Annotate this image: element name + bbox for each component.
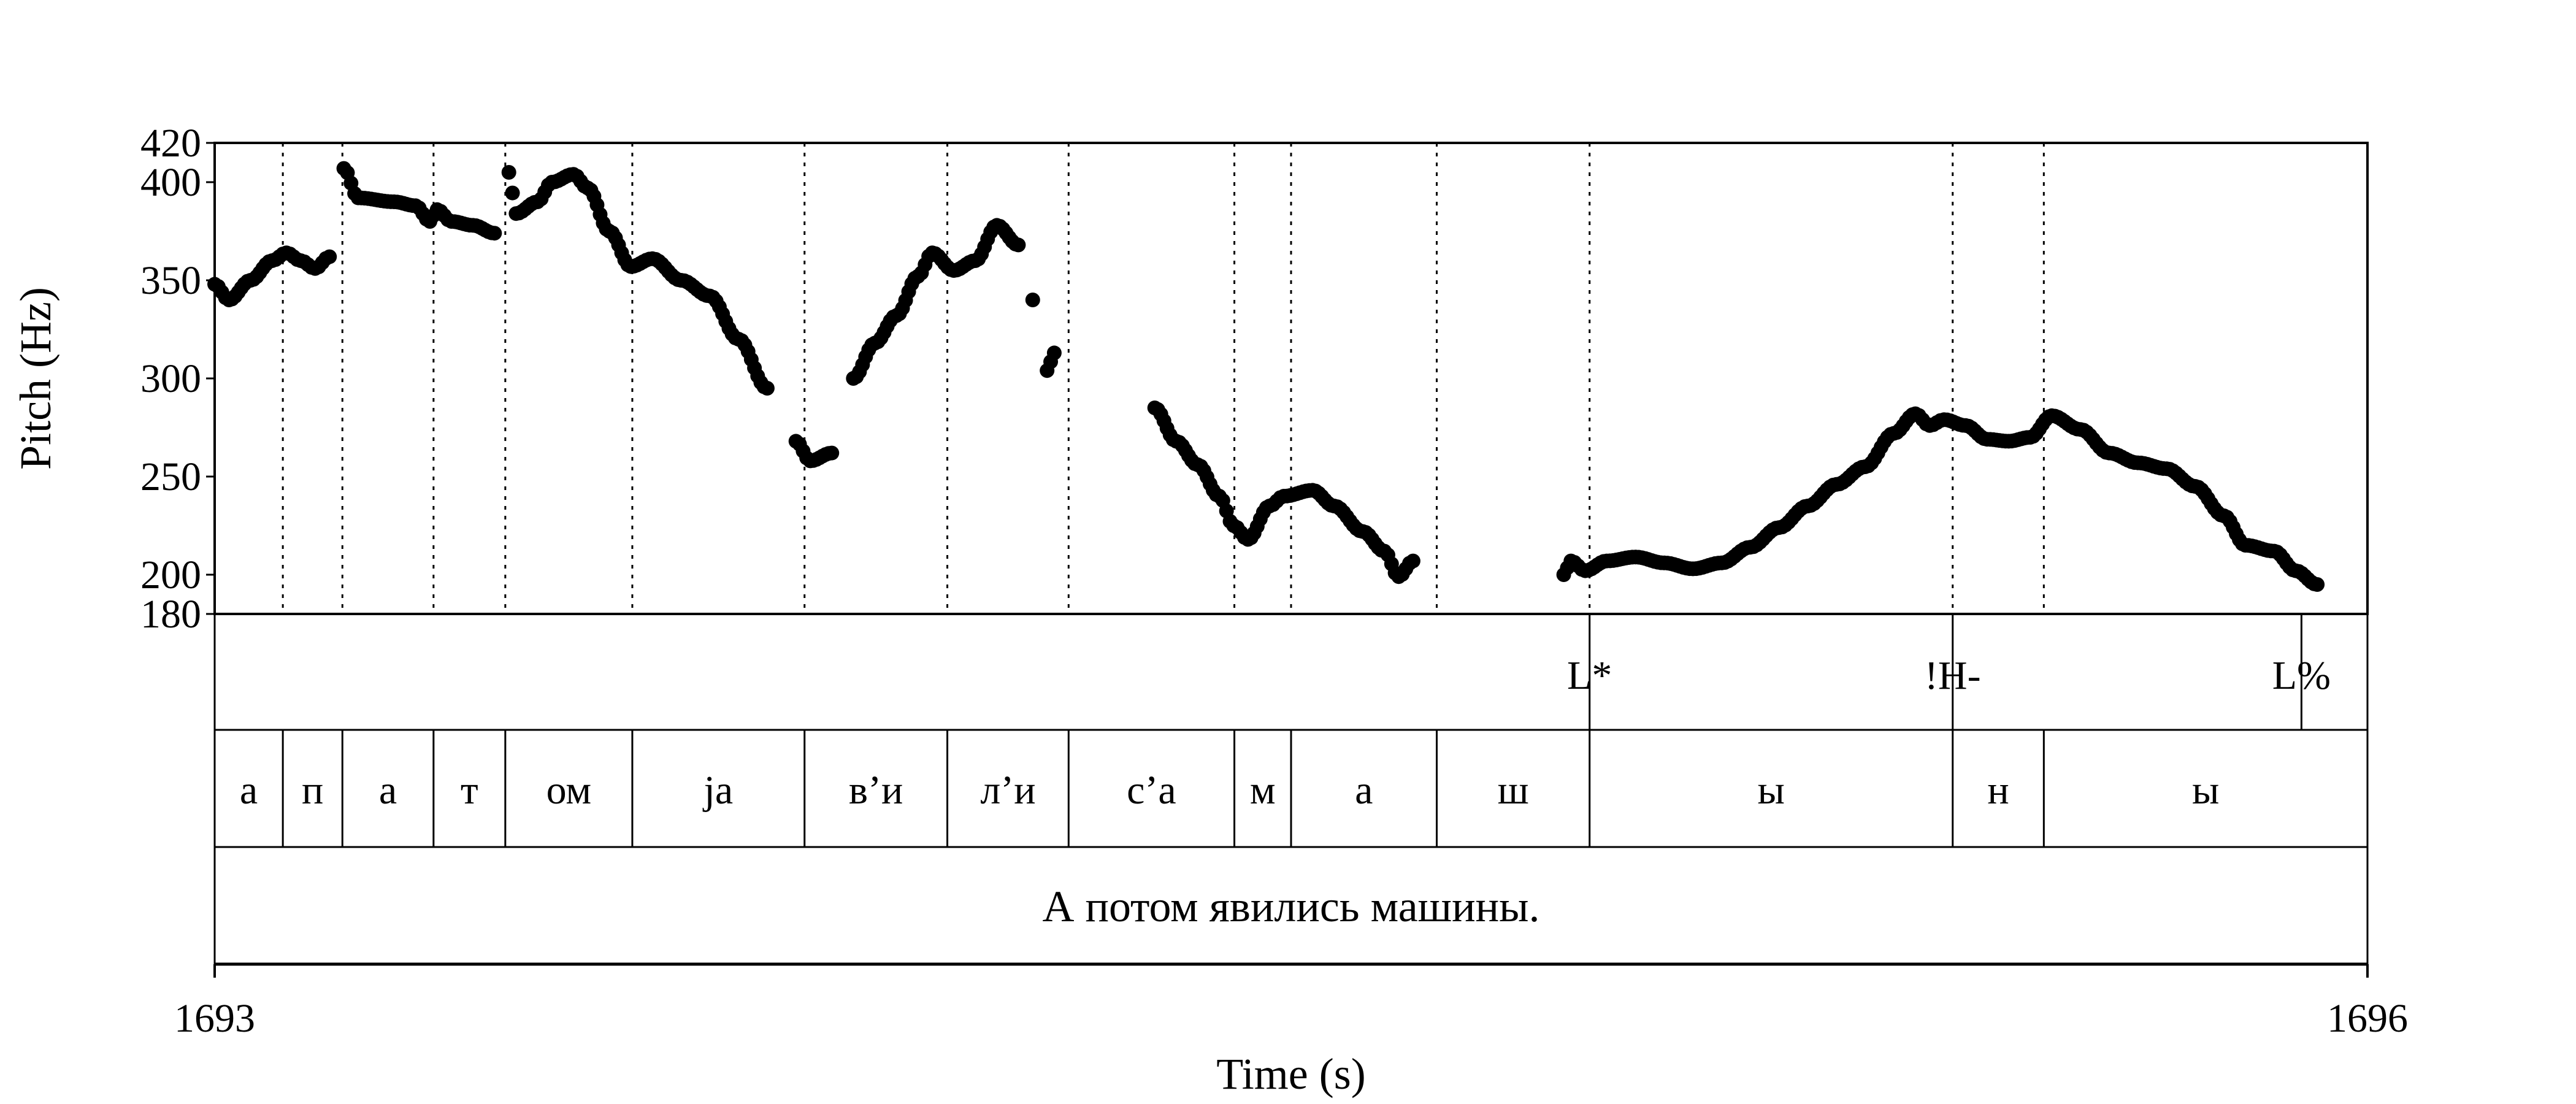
y-tick-label: 420 [140, 121, 201, 166]
segment-label: с’а [1127, 768, 1176, 813]
segment-boundary-gridlines [282, 143, 2045, 614]
pitch-point [1011, 237, 1026, 253]
y-tick-label: 250 [140, 454, 201, 499]
tone-label: L% [2272, 653, 2331, 698]
pitch-point [1046, 345, 1062, 361]
y-tick-label: 400 [140, 160, 201, 205]
segment-label: н [1987, 768, 2009, 813]
pitch-point [505, 185, 520, 201]
segment-label: ы [1758, 768, 1785, 813]
segment-label: а [240, 768, 258, 813]
segment-label: т [461, 768, 478, 813]
pitch-point [501, 165, 516, 180]
pitch-point [1025, 293, 1040, 307]
pitch-point [1405, 553, 1420, 569]
segment-label: jа [703, 768, 734, 813]
pitch-point [824, 445, 840, 461]
x-tick-label: 1693 [174, 996, 255, 1041]
pitch-contour-points [207, 161, 2325, 592]
segment-label: л’и [980, 768, 1035, 813]
segment-label: а [1355, 768, 1373, 813]
segment-label: п [302, 768, 323, 813]
tone-label: L* [1567, 653, 1612, 698]
pitch-point [2310, 577, 2325, 592]
segment-label: ш [1498, 768, 1529, 813]
x-tick-label: 1696 [2327, 996, 2408, 1041]
segment-label: а [379, 768, 397, 813]
y-axis-title: Pitch (Hz) [11, 287, 60, 470]
pitch-point [759, 381, 775, 396]
tone-tier-frame [213, 613, 2369, 731]
y-tick-label: 350 [140, 258, 201, 303]
segment-label: ы [2192, 768, 2219, 813]
segment-label: м [1250, 768, 1276, 813]
pitch-point [487, 226, 502, 241]
tone-label: !H- [1925, 653, 1981, 698]
y-tick-label: 300 [140, 356, 201, 401]
x-axis-title: Time (s) [1216, 1049, 1365, 1098]
annotation-tiers: L* !H- L%а п а т ом jа в’и л’и с’а м а ш ы н ыА потом яв… [240, 614, 2331, 931]
segment-label: в’и [849, 768, 903, 813]
pitch-point [322, 249, 337, 264]
y-tick-label: 200 [140, 553, 201, 597]
sentence-label: А потом явились машины. [1042, 882, 1539, 931]
y-tick-label: 180 [140, 592, 201, 637]
segment-label: ом [546, 768, 592, 813]
